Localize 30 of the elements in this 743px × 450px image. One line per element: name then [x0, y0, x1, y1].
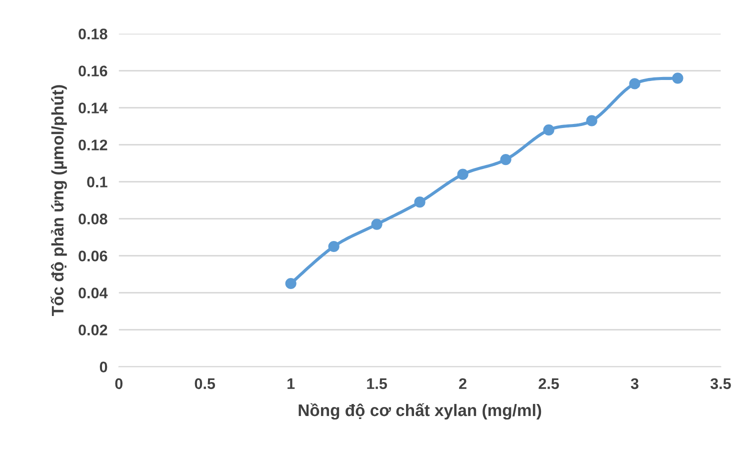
y-axis-title: Tốc độ phản ứng (µmol/phút): [50, 85, 67, 316]
y-tick-label: 0.04: [78, 288, 108, 298]
x-tick-label: 2: [459, 378, 466, 389]
y-tick-label: 0.02: [78, 324, 108, 336]
point: [672, 72, 684, 84]
x-tick-label: 0.5: [194, 378, 216, 390]
x-tick-label: 2.5: [538, 378, 559, 390]
x-tick-label: 1.5: [367, 378, 387, 390]
x-tick-label: 1: [288, 378, 295, 389]
x-tick-label: 0: [115, 378, 123, 390]
point: [414, 196, 426, 208]
y-tick-label: 0.1: [87, 176, 108, 188]
y-tick-label: 0.18: [78, 28, 108, 40]
x-axis-title: Nồng độ cơ chất xylan (mg/ml): [298, 403, 542, 420]
y-tick-label: 0.06: [78, 250, 108, 262]
y-tick-label: 0.14: [78, 102, 108, 114]
point: [285, 278, 296, 290]
point: [586, 115, 598, 126]
y-tick-label: 0.08: [78, 214, 108, 224]
point: [500, 154, 512, 166]
point: [371, 218, 382, 230]
x-tick-label: 3: [630, 378, 638, 390]
y-tick-label: 0.16: [78, 66, 108, 76]
point: [629, 78, 640, 90]
point: [328, 240, 340, 252]
x-tick-label: 3.5: [710, 378, 731, 390]
point: [457, 168, 468, 180]
y-tick-label: 0: [100, 362, 108, 372]
point: [543, 124, 554, 136]
y-tick-label: 0.12: [78, 140, 108, 150]
